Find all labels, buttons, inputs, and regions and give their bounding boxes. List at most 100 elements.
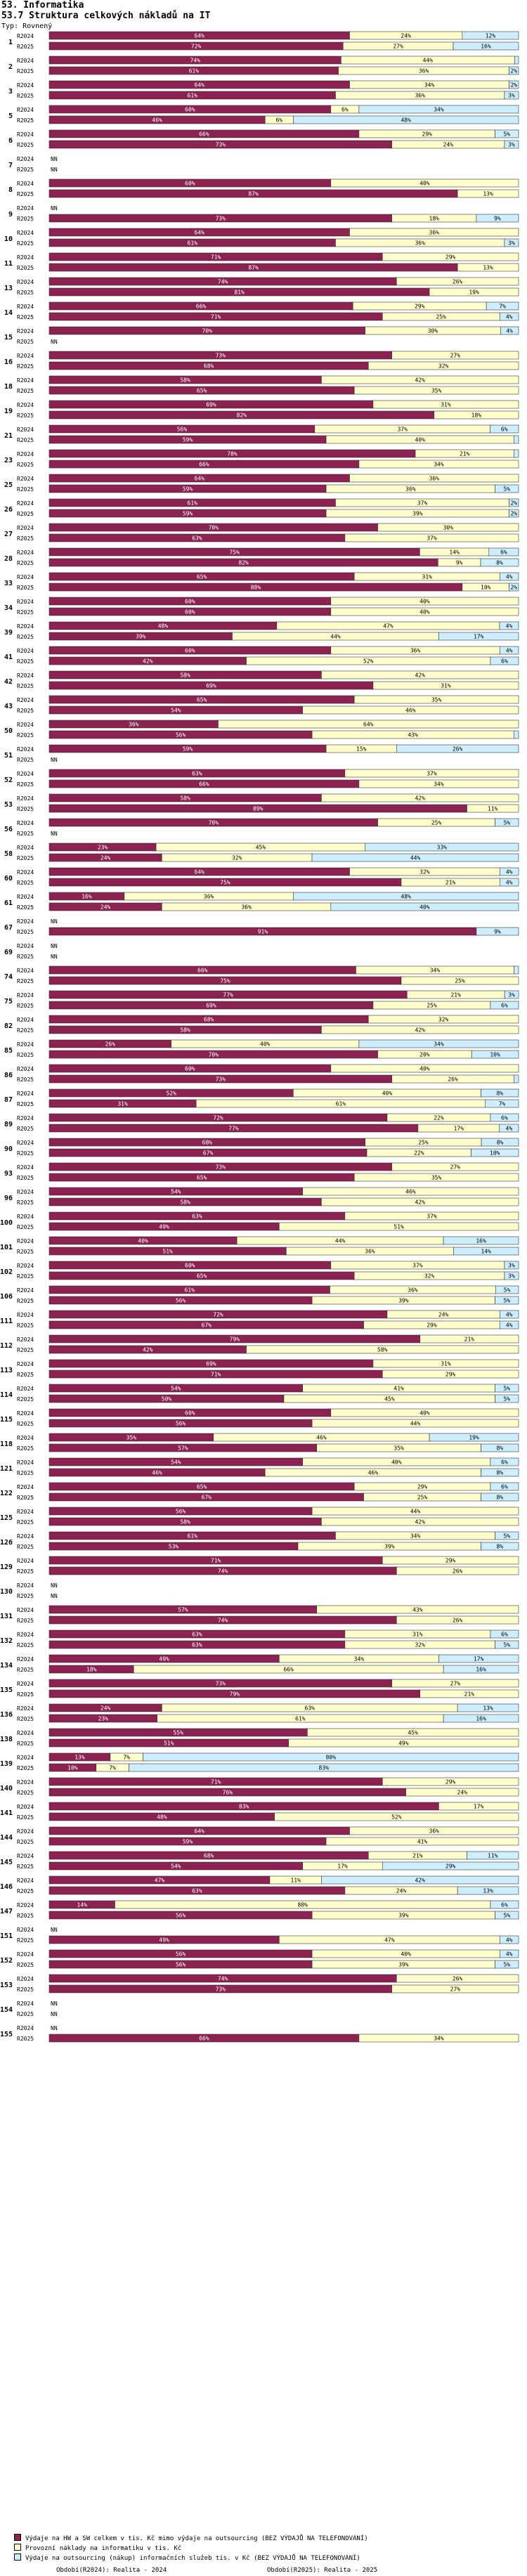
data-label: 36% <box>429 230 440 236</box>
data-label: 32% <box>415 1642 425 1648</box>
period-label: R2025 <box>17 1691 34 1698</box>
period-label: R2024 <box>17 2025 34 2031</box>
data-label: 11% <box>290 1878 301 1884</box>
period-label: R2024 <box>17 1853 34 1859</box>
data-label: 31% <box>412 1632 423 1638</box>
bar-outsourcing <box>504 1261 519 1270</box>
period-label: R2024 <box>17 1263 34 1269</box>
data-label: 61% <box>189 68 200 74</box>
bar-outsourcing <box>499 878 519 887</box>
group-label: 7 <box>8 162 13 169</box>
bar-outsourcing <box>495 1296 519 1305</box>
data-label: 26% <box>453 1618 463 1624</box>
data-label: 6% <box>501 1484 508 1490</box>
bar-provoz <box>396 277 519 286</box>
period-label: R2024 <box>17 230 34 236</box>
data-label: 40% <box>419 609 430 616</box>
period-label: R2025 <box>17 683 34 689</box>
period-label: R2024 <box>17 869 34 876</box>
period-label: R2025 <box>17 339 34 345</box>
bar-outsourcing <box>499 1310 519 1319</box>
bar-provoz <box>302 705 519 715</box>
group-label: 41 <box>4 653 13 661</box>
data-label: 20% <box>419 1052 430 1058</box>
group-label: 129 <box>0 1563 13 1571</box>
data-label: 60% <box>185 107 195 113</box>
period-label: R2025 <box>17 855 34 861</box>
data-label: 5% <box>503 1396 510 1403</box>
group-label: 9 <box>8 211 13 219</box>
data-label: 19% <box>469 1435 479 1441</box>
legend-swatch-outsourcing <box>14 2554 21 2561</box>
data-label: 13% <box>483 1705 493 1712</box>
data-label: 61% <box>188 500 198 507</box>
data-label: 42% <box>415 1878 425 1884</box>
period-label: R2024 <box>17 500 34 507</box>
bar-provoz <box>391 351 519 360</box>
data-label: 58% <box>180 672 190 679</box>
period-label: R2024 <box>17 1976 34 1982</box>
period-label: R2025 <box>17 511 34 517</box>
data-label: 71% <box>211 1779 221 1785</box>
group-label: 155 <box>0 2031 13 2038</box>
data-label: 4% <box>506 623 513 630</box>
data-label: 9% <box>494 216 501 222</box>
period-label: R2024 <box>17 1361 34 1367</box>
data-label: 5% <box>503 486 510 493</box>
bar-outsourcing <box>438 632 519 641</box>
group-label: 130 <box>0 1588 13 1596</box>
data-label: 78% <box>227 451 238 457</box>
data-label: 40% <box>419 1066 430 1072</box>
group-label: 10 <box>4 235 13 243</box>
group-label: 141 <box>0 1809 13 1817</box>
data-label: 73% <box>216 1076 226 1083</box>
data-label: 46% <box>152 117 162 124</box>
data-label: 35% <box>431 388 442 394</box>
data-label: 41% <box>393 1386 404 1392</box>
nn-label: NN <box>51 831 58 837</box>
data-label: 89% <box>253 806 264 812</box>
data-label: 69% <box>206 402 216 408</box>
period-label: R2024 <box>17 1927 34 1933</box>
period-label: R2025 <box>17 1913 34 1919</box>
data-label: 66% <box>199 2036 209 2042</box>
data-label: 8% <box>496 1445 503 1452</box>
data-label: 54% <box>171 1189 181 1195</box>
period-label: R2024 <box>17 33 34 39</box>
data-label: 63% <box>192 771 202 777</box>
bar-outsourcing <box>467 1851 519 1860</box>
bar-outsourcing <box>481 1088 519 1098</box>
period-label: R2024 <box>17 353 34 359</box>
data-label: 58% <box>180 1519 190 1526</box>
data-label: 30% <box>428 328 438 334</box>
bar-outsourcing <box>443 1714 519 1723</box>
data-label: 8% <box>496 1091 503 1097</box>
bar-outsourcing <box>509 498 519 507</box>
data-label: 2% <box>510 68 517 74</box>
bar-outsourcing <box>481 1138 519 1147</box>
group-label: 39 <box>4 629 13 637</box>
data-label: 6% <box>501 1003 508 1009</box>
period-label: R2025 <box>17 1347 34 1353</box>
group-label: 139 <box>0 1760 13 1768</box>
bar-provoz <box>401 976 519 985</box>
data-label: 91% <box>258 929 268 935</box>
period-label: R2024 <box>17 1484 34 1490</box>
bar-outsourcing <box>514 435 519 444</box>
data-label: 5% <box>503 1386 510 1392</box>
period-label: R2025 <box>17 363 34 370</box>
period-label: R2024 <box>17 476 34 482</box>
period-label: R2025 <box>17 462 34 468</box>
data-label: 40% <box>419 1410 430 1417</box>
period-label: R2024 <box>17 992 34 998</box>
data-label: 31% <box>117 1101 128 1107</box>
period-label: R2025 <box>17 1937 34 1944</box>
data-label: 46% <box>405 1189 416 1195</box>
period-label: R2024 <box>17 894 34 900</box>
bar-outsourcing <box>499 1320 519 1329</box>
data-label: 70% <box>209 1052 219 1058</box>
data-label: 44% <box>330 634 341 640</box>
data-label: 61% <box>188 1533 198 1540</box>
period-label: R2024 <box>17 82 34 89</box>
period-label: R2024 <box>17 820 34 826</box>
